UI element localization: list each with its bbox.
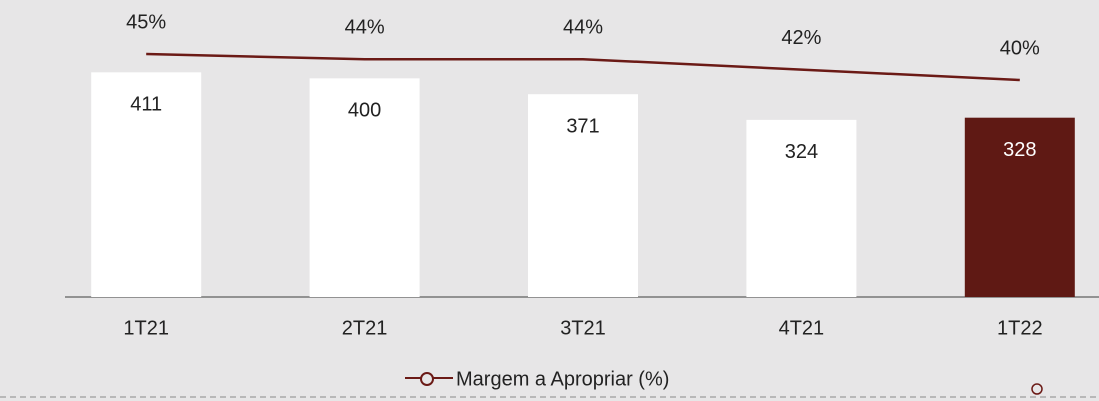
x-tick-label: 1T21 — [123, 317, 169, 339]
line-label: 44% — [563, 16, 603, 38]
bar — [528, 94, 638, 297]
bar — [746, 119, 857, 297]
bar — [964, 117, 1075, 298]
x-tick-label: 4T21 — [779, 317, 825, 339]
decoration — [1031, 383, 1043, 395]
line — [146, 52, 1020, 82]
bar — [309, 78, 420, 297]
line-label: 42% — [781, 27, 821, 49]
bar — [91, 72, 202, 297]
legend-marker — [420, 372, 434, 386]
x-tick-label: 3T21 — [560, 317, 606, 339]
bar-label: 328 — [1003, 139, 1036, 161]
bar-label: 371 — [566, 115, 599, 137]
line-label: 45% — [126, 11, 166, 33]
legend-label: Margem a Apropriar (%) — [456, 368, 669, 390]
x-tick-label: 1T22 — [997, 317, 1043, 339]
line-label: 44% — [345, 16, 385, 38]
bar-label: 411 — [130, 94, 162, 116]
bar-label: 400 — [348, 100, 381, 122]
x-tick-label: 2T21 — [342, 317, 388, 339]
bar-label: 324 — [785, 141, 818, 163]
line-label: 40% — [1000, 37, 1040, 59]
